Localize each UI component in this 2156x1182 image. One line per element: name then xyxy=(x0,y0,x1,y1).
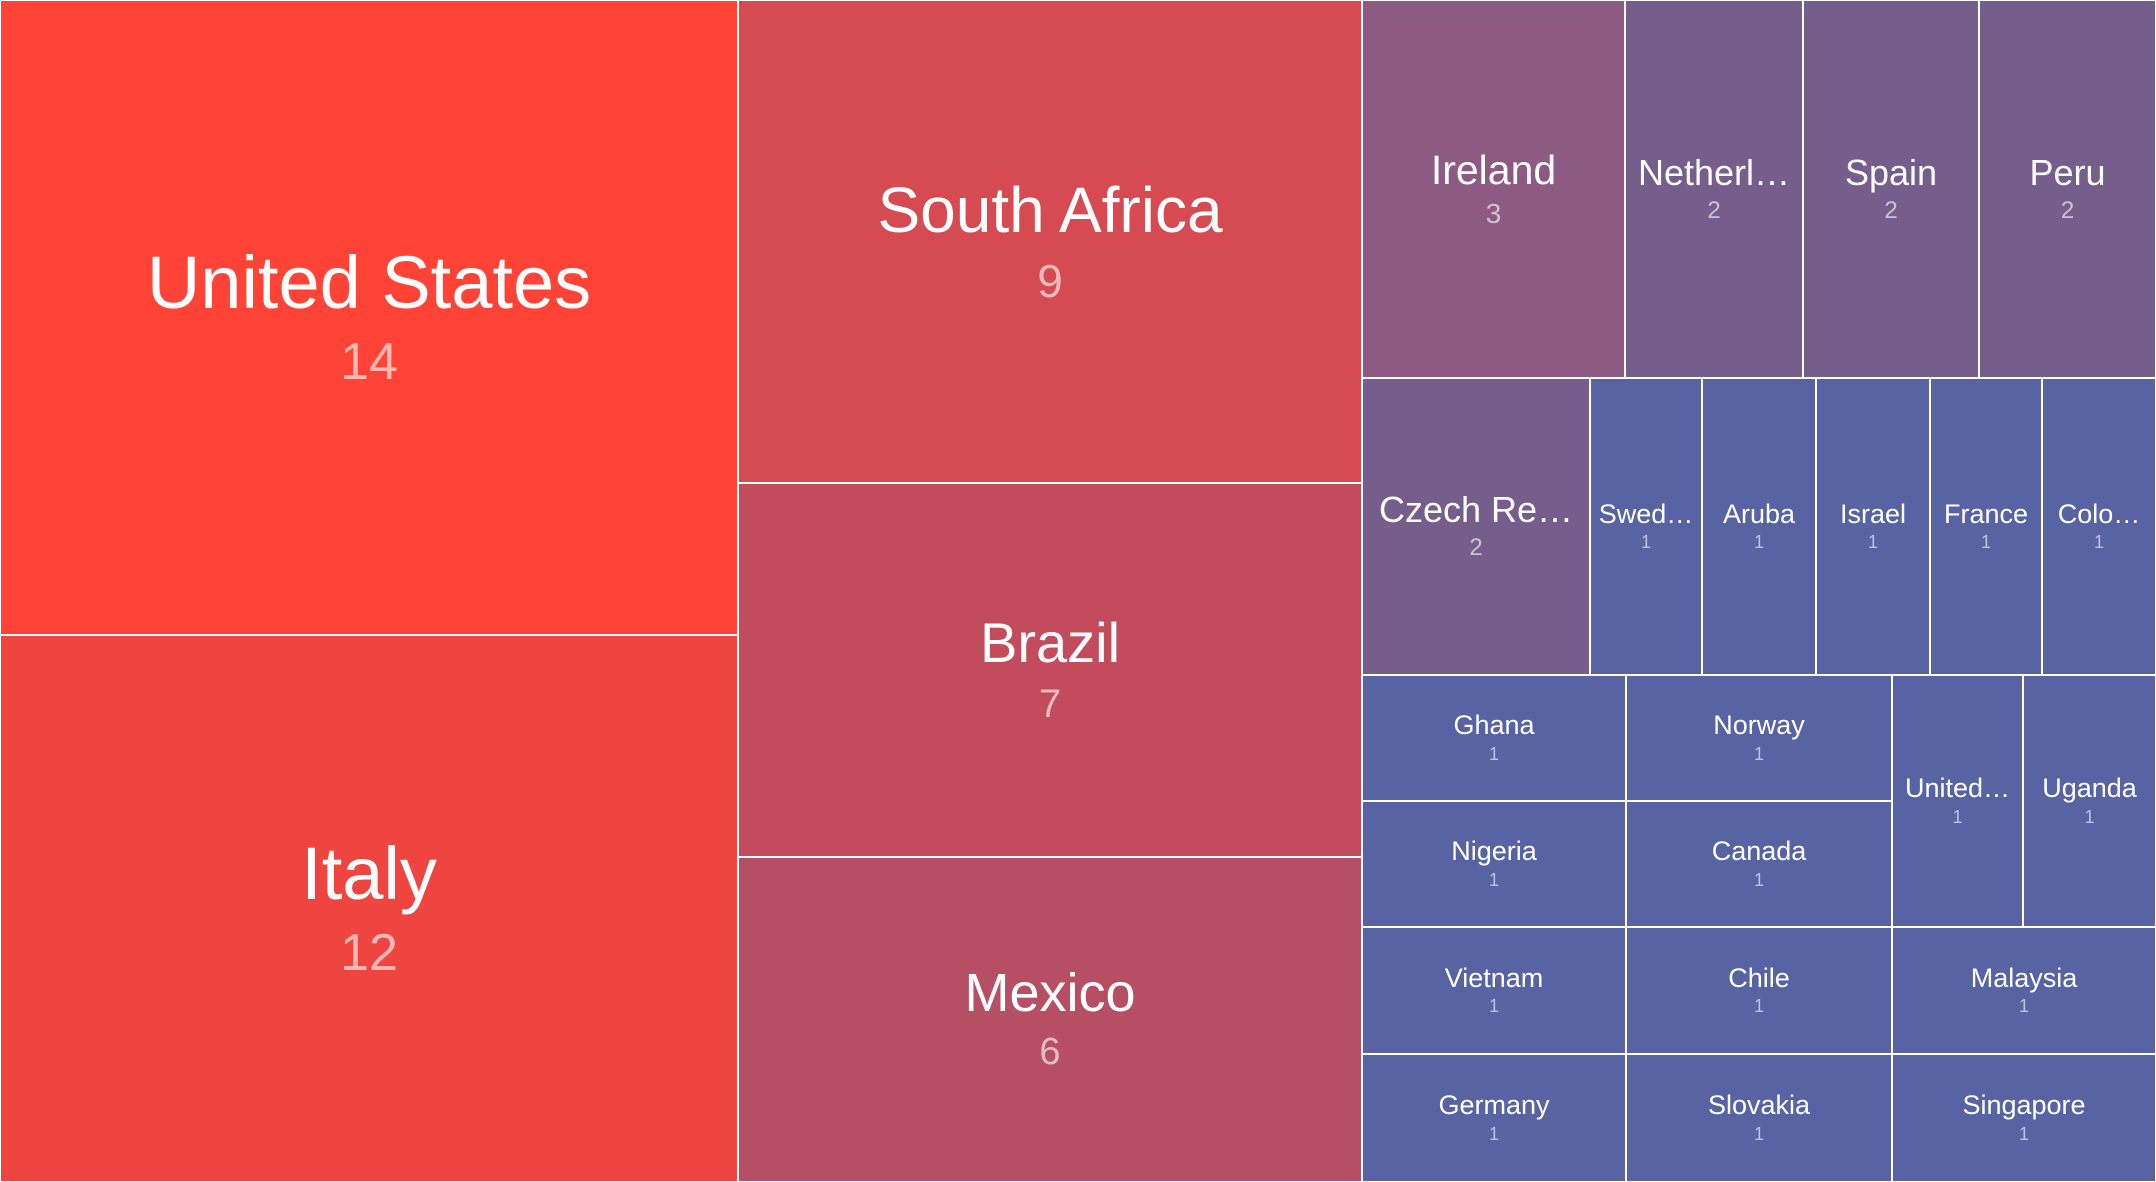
treemap-tile-value: 1 xyxy=(1488,743,1499,764)
treemap-tile-uganda[interactable]: Uganda 1 xyxy=(2023,675,2156,927)
treemap-tile-south-africa[interactable]: South Africa 9 xyxy=(738,0,1362,483)
treemap-tile-label: Peru xyxy=(2029,151,2106,193)
treemap-tile-canada[interactable]: Canada 1 xyxy=(1626,801,1892,927)
treemap-tile-spain[interactable]: Spain 2 xyxy=(1803,0,1979,378)
treemap-tile-value: 1 xyxy=(1753,996,1764,1017)
treemap-tile-aruba[interactable]: Aruba 1 xyxy=(1702,378,1816,675)
treemap-tile-label: Nigeria xyxy=(1451,836,1537,867)
treemap-tile-mexico[interactable]: Mexico 6 xyxy=(738,857,1362,1182)
treemap-tile-value: 3 xyxy=(1485,197,1502,229)
treemap-tile-netherl[interactable]: Netherl… 2 xyxy=(1625,0,1803,378)
treemap-tile-label: Swed… xyxy=(1598,498,1694,529)
treemap-tile-value: 2 xyxy=(1469,534,1483,562)
treemap-tile-label: Singapore xyxy=(1962,1090,2086,1121)
treemap-tile-value: 1 xyxy=(1753,743,1764,764)
treemap-tile-vietnam[interactable]: Vietnam 1 xyxy=(1362,927,1626,1054)
treemap-tile-label: Brazil xyxy=(979,610,1121,674)
treemap-tile-label: Malaysia xyxy=(1970,962,2078,993)
treemap-tile-czech-re[interactable]: Czech Re… 2 xyxy=(1362,378,1590,675)
treemap-tile-label: Chile xyxy=(1728,962,1790,993)
treemap-tile-chile[interactable]: Chile 1 xyxy=(1626,927,1892,1054)
treemap-tile-italy[interactable]: Italy 12 xyxy=(0,635,738,1182)
treemap-tile-label: Germany xyxy=(1438,1090,1550,1121)
treemap-tile-label: Canada xyxy=(1711,836,1807,867)
treemap-tile-label: Uganda xyxy=(2042,773,2137,804)
treemap-tile-value: 9 xyxy=(1037,254,1063,307)
treemap-tile-ghana[interactable]: Ghana 1 xyxy=(1362,675,1626,801)
treemap-tile-label: United States xyxy=(146,240,592,324)
treemap-tile-label: Colo… xyxy=(2057,498,2141,529)
treemap-tile-label: Czech Re… xyxy=(1378,489,1574,531)
treemap-tile-label: Vietnam xyxy=(1444,962,1544,993)
treemap-tile-label: South Africa xyxy=(877,173,1223,246)
treemap-tile-label: Israel xyxy=(1839,498,1907,529)
treemap-tile-united-states[interactable]: United States 14 xyxy=(0,0,738,635)
treemap-tile-value: 1 xyxy=(2018,996,2029,1017)
treemap-tile-value: 1 xyxy=(1488,1123,1499,1144)
treemap-tile-value: 1 xyxy=(1488,996,1499,1017)
treemap-tile-value: 1 xyxy=(1753,869,1764,890)
treemap-tile-singapore[interactable]: Singapore 1 xyxy=(1892,1054,2156,1182)
treemap-tile-norway[interactable]: Norway 1 xyxy=(1626,675,1892,801)
treemap-tile-value: 2 xyxy=(1707,196,1721,224)
treemap-tile-france[interactable]: France 1 xyxy=(1930,378,2042,675)
treemap-tile-value: 2 xyxy=(1884,196,1898,224)
treemap-tile-label: France xyxy=(1943,498,2029,529)
treemap-tile-value: 1 xyxy=(2093,532,2104,553)
treemap-tile-united[interactable]: United… 1 xyxy=(1892,675,2023,927)
treemap-tile-label: Norway xyxy=(1713,710,1805,741)
treemap-tile-label: Italy xyxy=(301,831,437,915)
treemap-tile-label: Slovakia xyxy=(1707,1090,1811,1121)
treemap-tile-value: 1 xyxy=(1952,806,1963,827)
treemap-tile-value: 1 xyxy=(2084,806,2095,827)
treemap-tile-value: 12 xyxy=(340,924,398,983)
treemap-tile-value: 14 xyxy=(340,333,398,392)
treemap-tile-israel[interactable]: Israel 1 xyxy=(1816,378,1930,675)
treemap-tile-value: 1 xyxy=(1640,532,1651,553)
treemap-tile-ireland[interactable]: Ireland 3 xyxy=(1362,0,1625,378)
treemap-tile-value: 1 xyxy=(2018,1123,2029,1144)
treemap-tile-peru[interactable]: Peru 2 xyxy=(1979,0,2156,378)
treemap-tile-value: 1 xyxy=(1980,532,1991,553)
treemap-tile-label: Netherl… xyxy=(1637,151,1791,193)
treemap-tile-label: Ireland xyxy=(1430,146,1557,193)
treemap-tile-value: 7 xyxy=(1038,682,1062,727)
treemap-tile-value: 6 xyxy=(1039,1030,1061,1073)
treemap-tile-value: 1 xyxy=(1488,869,1499,890)
treemap-tile-value: 1 xyxy=(1753,532,1764,553)
treemap-tile-label: United… xyxy=(1904,773,2011,804)
treemap-tile-label: Aruba xyxy=(1722,498,1796,529)
treemap-tile-label: Ghana xyxy=(1453,710,1535,741)
treemap-tile-brazil[interactable]: Brazil 7 xyxy=(738,483,1362,857)
treemap-tile-nigeria[interactable]: Nigeria 1 xyxy=(1362,801,1626,927)
treemap-tile-value: 2 xyxy=(2060,196,2075,224)
treemap-tile-swed[interactable]: Swed… 1 xyxy=(1590,378,1702,675)
treemap-tile-value: 1 xyxy=(1753,1123,1764,1144)
treemap-tile-value: 1 xyxy=(1867,532,1878,553)
treemap-tile-slovakia[interactable]: Slovakia 1 xyxy=(1626,1054,1892,1182)
treemap-tile-germany[interactable]: Germany 1 xyxy=(1362,1054,1626,1182)
treemap-tile-colo[interactable]: Colo… 1 xyxy=(2042,378,2156,675)
treemap-tile-label: Mexico xyxy=(964,963,1136,1024)
treemap-tile-label: Spain xyxy=(1844,151,1938,193)
treemap-tile-malaysia[interactable]: Malaysia 1 xyxy=(1892,927,2156,1054)
